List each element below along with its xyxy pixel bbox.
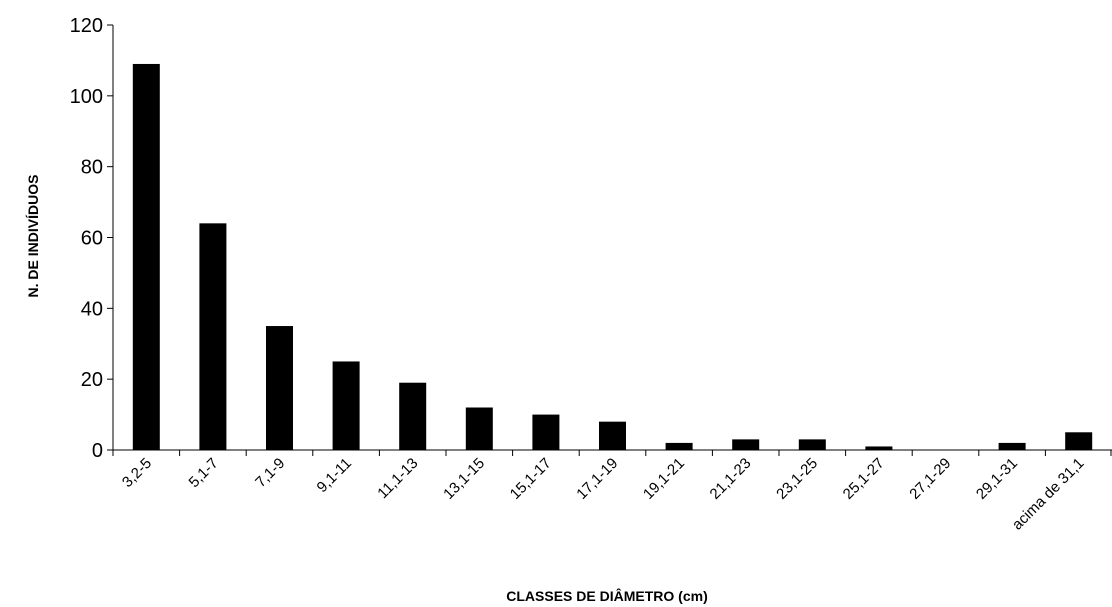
x-tick-label: 9,1-11	[314, 455, 355, 496]
y-tick-label: 40	[81, 298, 103, 320]
bar	[532, 414, 560, 450]
x-tick-label: 11,1-13	[374, 455, 421, 502]
bar	[665, 442, 693, 450]
x-tick-label: 23,1-25	[773, 455, 821, 503]
x-tick-label: 27,1-29	[906, 455, 954, 503]
x-tick-label: 21,1-23	[707, 455, 755, 503]
bar	[732, 439, 760, 450]
x-tick-label: 17,1-19	[573, 455, 621, 503]
x-tick-label: 7,1-9	[252, 455, 288, 491]
x-tick-label: 15,1-17	[507, 455, 555, 503]
x-axis-title: CLASSES DE DIÂMETRO (cm)	[506, 587, 707, 604]
bar	[399, 382, 427, 450]
x-tick-label: 3,2-5	[119, 455, 155, 491]
bar	[1065, 432, 1093, 450]
x-tick-label: 13,1-15	[440, 455, 488, 503]
bar	[266, 326, 293, 450]
x-tick-label: 29,1-31	[973, 455, 1021, 503]
bar	[465, 407, 493, 450]
bar	[599, 421, 626, 450]
y-axis-title: N. DE INDIVÍDUOS	[25, 175, 41, 298]
bar	[865, 446, 893, 450]
bar	[332, 361, 360, 450]
y-tick-label: 120	[70, 15, 103, 37]
y-tick-label: 60	[81, 228, 103, 250]
x-tick-label: 25,1-27	[840, 455, 888, 503]
x-tick-label: 19,1-21	[640, 455, 688, 503]
bar	[998, 442, 1026, 450]
y-tick-label: 0	[92, 440, 103, 462]
y-tick-label: 100	[70, 86, 103, 108]
bar	[798, 439, 826, 450]
y-axis-ticks: 0 20 40 60 80 100 120	[70, 15, 113, 462]
y-tick-label: 80	[81, 157, 103, 179]
bars	[132, 63, 1093, 450]
x-tick-label: 5,1-7	[186, 455, 222, 491]
x-axis-ticks: 3,2-5 5,1-7 7,1-9 9,1-11 11,1-13 13,1-15 15,1-…	[112, 450, 1112, 533]
y-tick-label: 20	[81, 369, 103, 391]
bar	[132, 63, 160, 450]
bar	[199, 223, 227, 450]
